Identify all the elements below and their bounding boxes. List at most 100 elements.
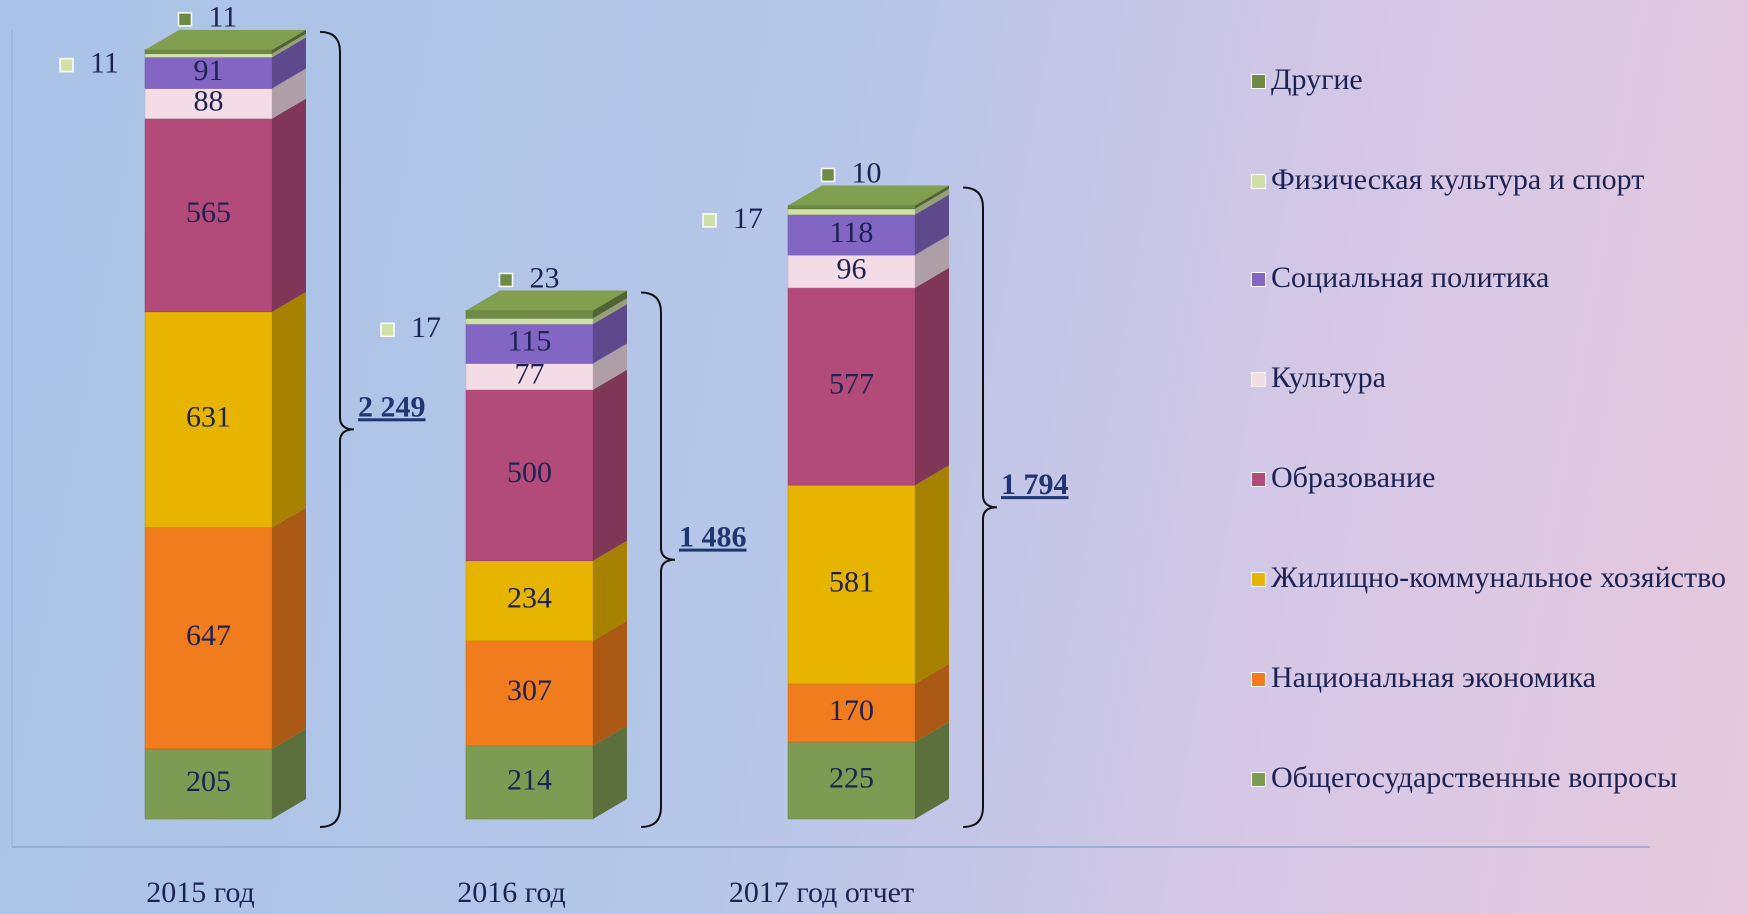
bar-segment: [144, 37, 306, 89]
segment-front: [144, 49, 273, 54]
legend-label: Социальная политика: [1271, 261, 1550, 294]
legend-swatch: [1251, 672, 1266, 687]
legend-swatch: [1251, 772, 1266, 787]
segment-front: [465, 323, 594, 364]
segment-front: [465, 745, 594, 820]
bar-segment: [144, 291, 306, 528]
total-label: 1 794: [1001, 468, 1069, 501]
data-label: 23: [530, 261, 560, 294]
label-marker: [498, 272, 514, 288]
bar-segment: [787, 194, 949, 256]
segment-side: [593, 540, 627, 641]
legend-swatch: [1251, 174, 1266, 189]
total-brace: [962, 186, 998, 828]
segment-side: [915, 194, 949, 256]
data-label: 170: [829, 694, 874, 727]
segment-side: [593, 725, 627, 819]
segment-side: [272, 98, 306, 312]
data-label: 115: [508, 325, 552, 358]
segment-side: [272, 728, 306, 819]
legend-item: Национальная экономика: [1249, 658, 1744, 698]
segment-front: [144, 88, 273, 119]
total-label: 1 486: [679, 521, 747, 554]
segment-side: [915, 722, 949, 819]
segment-front: [787, 254, 916, 289]
legend-swatch: [1251, 272, 1266, 287]
segment-front: [787, 214, 916, 256]
bar-segment: [787, 267, 949, 486]
data-label: 17: [411, 311, 441, 344]
segment-front: [465, 318, 594, 325]
segment-front: [787, 683, 916, 743]
data-label: 500: [507, 456, 552, 489]
label-marker: [59, 57, 74, 73]
legend-label: Жилищно-коммунальное хозяйство: [1271, 561, 1727, 594]
segment-front: [465, 310, 594, 319]
total-brace: [319, 30, 355, 828]
data-label: 631: [186, 401, 231, 434]
data-label: 577: [829, 367, 874, 400]
label-marker: [820, 167, 836, 183]
label-marker: [702, 213, 717, 228]
legend-label: Другие: [1271, 63, 1363, 96]
data-label: 11: [209, 1, 238, 34]
bar-segment: [787, 465, 949, 685]
data-label: 225: [829, 761, 874, 794]
bar-segment: [787, 722, 949, 820]
floor: [11, 30, 1650, 848]
segment-front: [465, 640, 594, 747]
legend-label: Общегосударственные вопросы: [1271, 761, 1678, 794]
legend-item: Образование: [1249, 458, 1744, 498]
segment-side: [915, 185, 949, 209]
bar-segment: [465, 540, 627, 642]
x-tick-label: 2016 год: [457, 876, 565, 909]
data-label: 581: [829, 565, 874, 598]
legend-item: Жилищно-коммунальное хозяйство: [1249, 558, 1744, 598]
segment-front: [144, 748, 273, 820]
bar-segment: [465, 304, 627, 364]
data-label: 96: [837, 252, 867, 285]
data-label: 205: [186, 765, 231, 798]
segment-side: [272, 33, 306, 58]
segment-side: [593, 304, 627, 364]
bar-segment: [787, 663, 949, 743]
legend-swatch: [1251, 472, 1266, 487]
segment-side: [915, 235, 949, 288]
segment-side: [915, 188, 949, 215]
bar-segment: [465, 369, 627, 562]
x-tick-label: 2015 год: [146, 876, 254, 909]
legend-label: Культура: [1271, 361, 1386, 394]
legend-swatch: [1251, 74, 1266, 89]
legend-item: Социальная политика: [1249, 258, 1744, 298]
data-label: 214: [507, 763, 552, 796]
data-label: 17: [733, 202, 763, 235]
legend-label: Физическая культура и спорт: [1271, 163, 1645, 196]
data-label: 565: [186, 196, 231, 229]
bar-segment: [144, 29, 306, 54]
segment-front: [144, 118, 273, 313]
bar-segment: [144, 728, 306, 820]
data-label: 11: [90, 46, 119, 79]
segment-side: [593, 369, 627, 561]
data-label: 234: [507, 582, 552, 615]
bar-segment: [465, 725, 627, 820]
legend-item: Общегосударственные вопросы: [1249, 758, 1744, 798]
data-label: 307: [507, 674, 552, 707]
segment-side: [915, 267, 949, 486]
segment-side: [915, 465, 949, 684]
bar-segment: [144, 507, 306, 750]
segment-front: [465, 363, 594, 391]
data-label: 10: [852, 156, 882, 189]
segment-top: [466, 290, 627, 311]
bar-segment: [465, 290, 627, 319]
segment-front: [144, 53, 273, 58]
legend-item: Культура: [1249, 358, 1744, 398]
data-label: 647: [186, 619, 231, 652]
segment-front: [465, 389, 594, 562]
segment-top: [145, 29, 306, 50]
segment-front: [787, 287, 916, 486]
bar-segment: [787, 185, 949, 210]
label-marker: [380, 322, 395, 338]
